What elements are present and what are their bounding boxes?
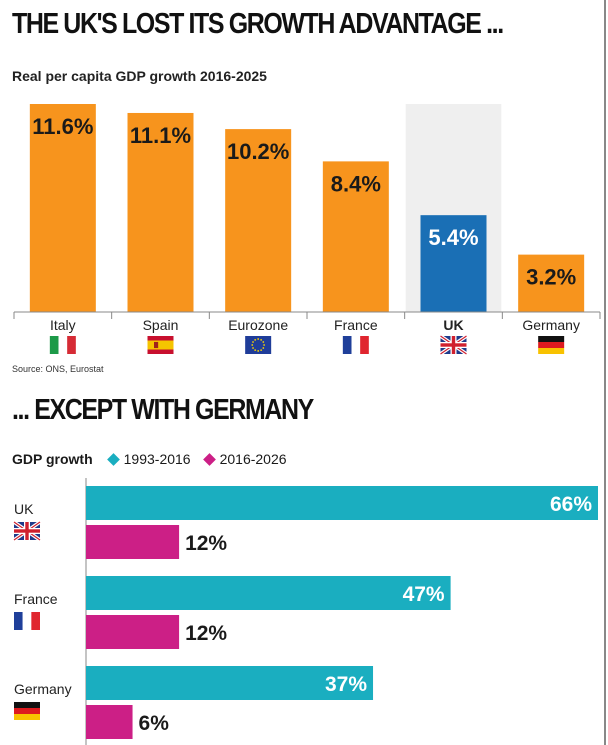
uk-flag-icon <box>13 520 41 542</box>
chart-2-legend: GDP growth 1993-2016 2016-2026 <box>12 451 295 467</box>
category-label-eurozone: Eurozone <box>228 317 288 333</box>
category-label-uk: UK <box>14 501 34 517</box>
legend-item-1993-2016: 1993-2016 <box>106 451 191 467</box>
legend-label-2: 2016-2026 <box>219 451 287 467</box>
value-label-germany: 3.2% <box>526 265 576 290</box>
value-label-2016-2026-uk: 12% <box>185 532 227 555</box>
value-label-1993-2016-uk: 66% <box>550 493 592 516</box>
bar-spain <box>127 112 194 312</box>
eu-flag-icon <box>245 336 272 354</box>
value-label-uk: 5.4% <box>428 225 478 250</box>
value-label-2016-2026-germany: 6% <box>139 712 170 735</box>
bar-eurozone <box>225 129 292 312</box>
category-label-germany: Germany <box>522 317 580 333</box>
bar-italy <box>29 104 96 312</box>
legend-title: GDP growth <box>12 451 93 467</box>
germany-flag-icon <box>14 702 40 720</box>
category-label-uk: UK <box>443 317 463 333</box>
bar-1993-2016-france <box>86 576 451 610</box>
category-label-spain: Spain <box>143 317 179 333</box>
value-label-1993-2016-france: 47% <box>403 583 445 606</box>
value-label-2016-2026-france: 12% <box>185 622 227 645</box>
right-border <box>604 0 606 745</box>
chart-1-title: Real per capita GDP growth 2016-2025 <box>12 68 267 84</box>
diamond-icon <box>106 452 120 466</box>
bar-1993-2016-uk <box>86 486 598 520</box>
value-label-1993-2016-germany: 37% <box>325 673 367 696</box>
headline-bottom: ... EXCEPT WITH GERMANY <box>12 394 314 426</box>
bar-2016-2026-germany <box>86 705 133 739</box>
france-flag-icon <box>14 612 40 630</box>
bar-uk <box>420 215 487 312</box>
headline-top: THE UK'S LOST ITS GROWTH ADVANTAGE ... <box>12 8 504 40</box>
germany-flag-icon <box>538 336 565 354</box>
bar-2016-2026-france <box>86 615 180 649</box>
legend-label-1: 1993-2016 <box>123 451 191 467</box>
france-flag-icon <box>342 336 369 354</box>
bar-france <box>322 161 389 312</box>
bar-chart-gdp-per-capita: 11.6% Italy 11.1% Spain 10.2% Eurozone 8.4% Fra… <box>13 104 601 356</box>
category-label-italy: Italy <box>50 317 76 333</box>
spain-flag-icon <box>147 336 174 354</box>
category-label-germany: Germany <box>14 681 72 697</box>
source-note: Source: ONS, Eurostat <box>12 364 104 374</box>
bar-1993-2016-germany <box>86 666 374 700</box>
value-label-italy: 11.6% <box>32 114 93 139</box>
italy-flag-icon <box>49 336 76 354</box>
diamond-icon <box>202 452 216 466</box>
value-label-spain: 11.1% <box>130 123 191 148</box>
category-label-france: France <box>334 317 378 333</box>
value-label-eurozone: 10.2% <box>227 139 289 164</box>
bar-germany <box>518 254 585 312</box>
legend-item-2016-2026: 2016-2026 <box>202 451 287 467</box>
uk-flag-icon <box>439 334 468 356</box>
value-label-france: 8.4% <box>331 171 381 196</box>
category-label-france: France <box>14 591 58 607</box>
bar-2016-2026-uk <box>86 525 180 559</box>
